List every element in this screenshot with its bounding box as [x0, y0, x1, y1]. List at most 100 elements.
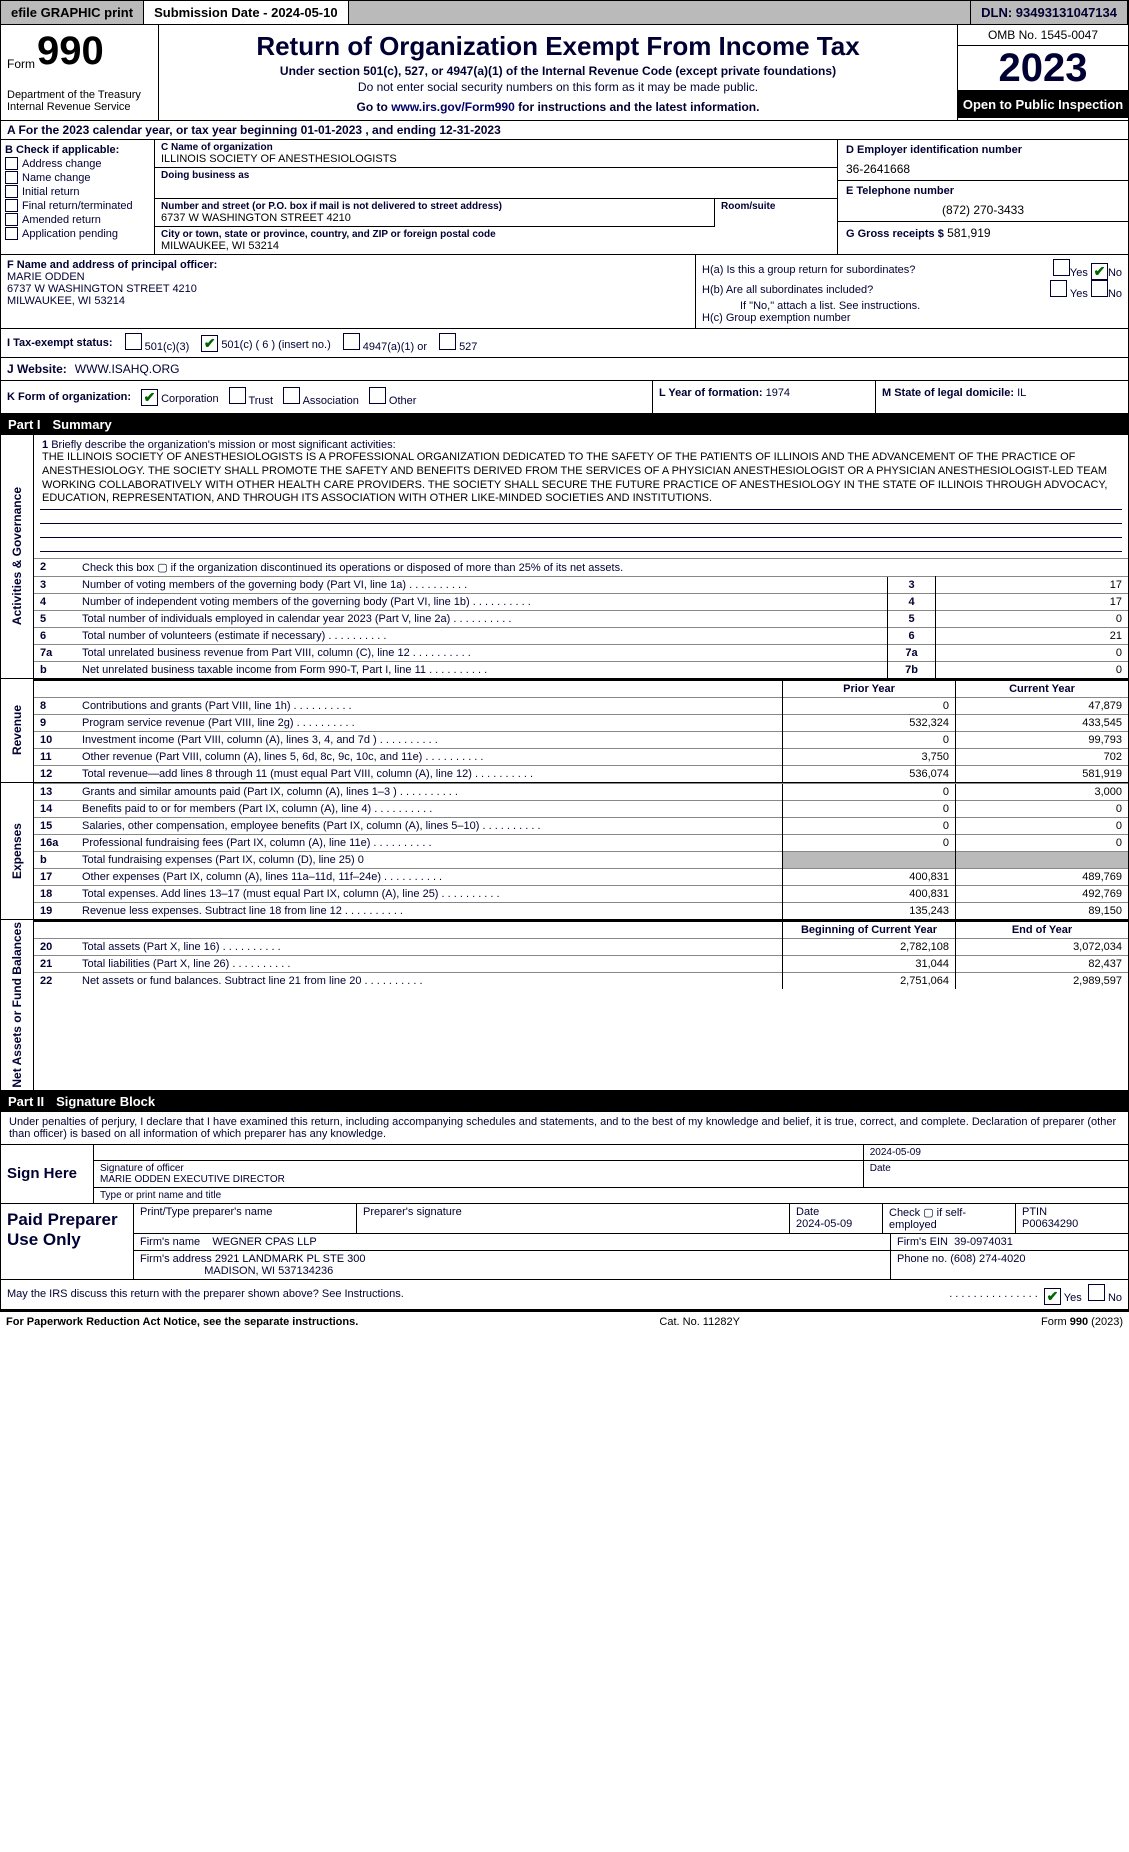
revenue-table: Prior YearCurrent Year8Contributions and…	[34, 679, 1128, 782]
form-label: Form	[7, 57, 35, 71]
gross-label: G Gross receipts $	[846, 228, 944, 240]
ein-value: 36-2641668	[846, 162, 1120, 176]
chk-final-return[interactable]	[5, 199, 18, 212]
chk-other[interactable]	[369, 387, 386, 404]
footer-left: For Paperwork Reduction Act Notice, see …	[6, 1316, 358, 1328]
form-title: Return of Organization Exempt From Incom…	[165, 31, 951, 62]
room-label: Room/suite	[721, 201, 831, 212]
firm-name: WEGNER CPAS LLP	[212, 1236, 316, 1248]
hb-yes[interactable]	[1050, 280, 1067, 297]
firm-addr: 2921 LANDMARK PL STE 300	[215, 1253, 366, 1265]
phone-value: (608) 274-4020	[950, 1253, 1025, 1265]
tax-year: 2023	[958, 46, 1128, 91]
line1-num: 1	[42, 439, 48, 451]
sign-block: Sign Here 2024-05-09 Signature of office…	[0, 1145, 1129, 1204]
addr-value: 6737 W WASHINGTON STREET 4210	[161, 212, 708, 224]
omb-number: OMB No. 1545-0047	[958, 25, 1128, 46]
ein-label: D Employer identification number	[846, 144, 1120, 156]
gross-value: 581,919	[947, 226, 990, 240]
preparer-label: Paid Preparer Use Only	[1, 1204, 134, 1279]
officer-row: F Name and address of principal officer:…	[0, 255, 1129, 329]
page-footer: For Paperwork Reduction Act Notice, see …	[0, 1310, 1129, 1332]
firm-city: MADISON, WI 537134236	[204, 1265, 333, 1277]
chk-name-change[interactable]	[5, 171, 18, 184]
chk-corp[interactable]: ✔	[141, 389, 158, 406]
chk-pending[interactable]	[5, 227, 18, 240]
netassets-section: Net Assets or Fund Balances Beginning of…	[0, 920, 1129, 1091]
open-inspection: Open to Public Inspection	[958, 91, 1128, 118]
website-label: J Website:	[7, 362, 67, 376]
officer-addr2: MILWAUKEE, WI 53214	[7, 295, 689, 307]
chk-4947[interactable]	[343, 333, 360, 350]
prep-sig-label: Preparer's signature	[363, 1206, 462, 1218]
chk-initial-return[interactable]	[5, 185, 18, 198]
dln: DLN: 93493131047134	[971, 1, 1128, 24]
governance-table: 2Check this box ▢ if the organization di…	[34, 558, 1128, 678]
part2-num: Part II	[8, 1094, 44, 1109]
org-name: ILLINOIS SOCIETY OF ANESTHESIOLOGISTS	[161, 153, 831, 165]
sidebar-governance: Activities & Governance	[10, 485, 24, 627]
prep-date-label: Date	[796, 1206, 819, 1218]
line1-label: Briefly describe the organization's miss…	[51, 439, 395, 451]
netassets-table: Beginning of Current YearEnd of Year20To…	[34, 920, 1128, 989]
addr-label: Number and street (or P.O. box if mail i…	[161, 201, 708, 212]
ssn-note: Do not enter social security numbers on …	[165, 80, 951, 94]
status-label: I Tax-exempt status:	[7, 337, 113, 349]
firm-ein-label: Firm's EIN	[897, 1236, 948, 1248]
footer-right: Form 990 (2023)	[1041, 1316, 1123, 1328]
ha-no[interactable]: ✔	[1091, 263, 1108, 280]
officer-name-title: MARIE ODDEN EXECUTIVE DIRECTOR	[100, 1174, 285, 1185]
chk-trust[interactable]	[229, 387, 246, 404]
expenses-section: Expenses 13Grants and similar amounts pa…	[0, 783, 1129, 920]
form-header: Form990 Department of the Treasury Inter…	[0, 25, 1129, 121]
perjury-text: Under penalties of perjury, I declare th…	[0, 1112, 1129, 1145]
officer-name: MARIE ODDEN	[7, 271, 689, 283]
revenue-section: Revenue Prior YearCurrent Year8Contribut…	[0, 679, 1129, 783]
sidebar-netassets: Net Assets or Fund Balances	[10, 920, 24, 1090]
preparer-block: Paid Preparer Use Only Print/Type prepar…	[0, 1204, 1129, 1280]
may-discuss-label: May the IRS discuss this return with the…	[7, 1288, 949, 1300]
prep-chk-label: Check ▢ if self-employed	[889, 1207, 966, 1231]
firm-addr-label: Firm's address	[140, 1253, 212, 1265]
may-no[interactable]	[1088, 1284, 1105, 1301]
tax-status-row: I Tax-exempt status: 501(c)(3) ✔ 501(c) …	[0, 329, 1129, 358]
section-b-label: B Check if applicable:	[5, 144, 150, 156]
officer-label: F Name and address of principal officer:	[7, 259, 689, 271]
tel-value: (872) 270-3433	[846, 203, 1120, 217]
part2-title: Signature Block	[56, 1094, 155, 1109]
dba-label: Doing business as	[161, 170, 831, 181]
chk-assoc[interactable]	[283, 387, 300, 404]
l-label: L Year of formation:	[659, 387, 763, 399]
chk-address-change[interactable]	[5, 157, 18, 170]
row-a-calendar-year: A For the 2023 calendar year, or tax yea…	[0, 121, 1129, 140]
firm-name-label: Firm's name	[140, 1236, 200, 1248]
officer-addr1: 6737 W WASHINGTON STREET 4210	[7, 283, 689, 295]
type-name-label: Type or print name and title	[94, 1188, 1128, 1203]
website-value: WWW.ISAHQ.ORG	[75, 362, 180, 376]
org-name-label: C Name of organization	[161, 142, 831, 153]
ha-yes[interactable]	[1053, 259, 1070, 276]
chk-501c[interactable]: ✔	[201, 335, 218, 352]
hb-no[interactable]	[1091, 280, 1108, 297]
ha-label: H(a) Is this a group return for subordin…	[702, 264, 915, 276]
may-yes[interactable]: ✔	[1044, 1288, 1061, 1305]
prep-date: 2024-05-09	[796, 1218, 852, 1230]
instructions-link: Go to www.irs.gov/Form990 for instructio…	[165, 100, 951, 114]
chk-501c3[interactable]	[125, 333, 142, 350]
may-discuss-row: May the IRS discuss this return with the…	[0, 1280, 1129, 1310]
dept-label: Department of the Treasury Internal Reve…	[7, 89, 152, 113]
expenses-table: 13Grants and similar amounts paid (Part …	[34, 783, 1128, 919]
footer-mid: Cat. No. 11282Y	[659, 1316, 740, 1328]
part1-header: Part I Summary	[0, 414, 1129, 435]
k-label: K Form of organization:	[7, 391, 131, 403]
sig-officer-label: Signature of officer	[100, 1163, 184, 1174]
sidebar-revenue: Revenue	[10, 703, 24, 757]
irs-link[interactable]: www.irs.gov/Form990	[391, 100, 515, 114]
website-row: J Website: WWW.ISAHQ.ORG	[0, 358, 1129, 381]
chk-amended[interactable]	[5, 213, 18, 226]
chk-527[interactable]	[439, 333, 456, 350]
m-label: M State of legal domicile:	[882, 387, 1014, 399]
city-value: MILWAUKEE, WI 53214	[161, 240, 831, 252]
ptin-label: PTIN	[1022, 1206, 1047, 1218]
hc-label: H(c) Group exemption number	[702, 312, 1122, 324]
